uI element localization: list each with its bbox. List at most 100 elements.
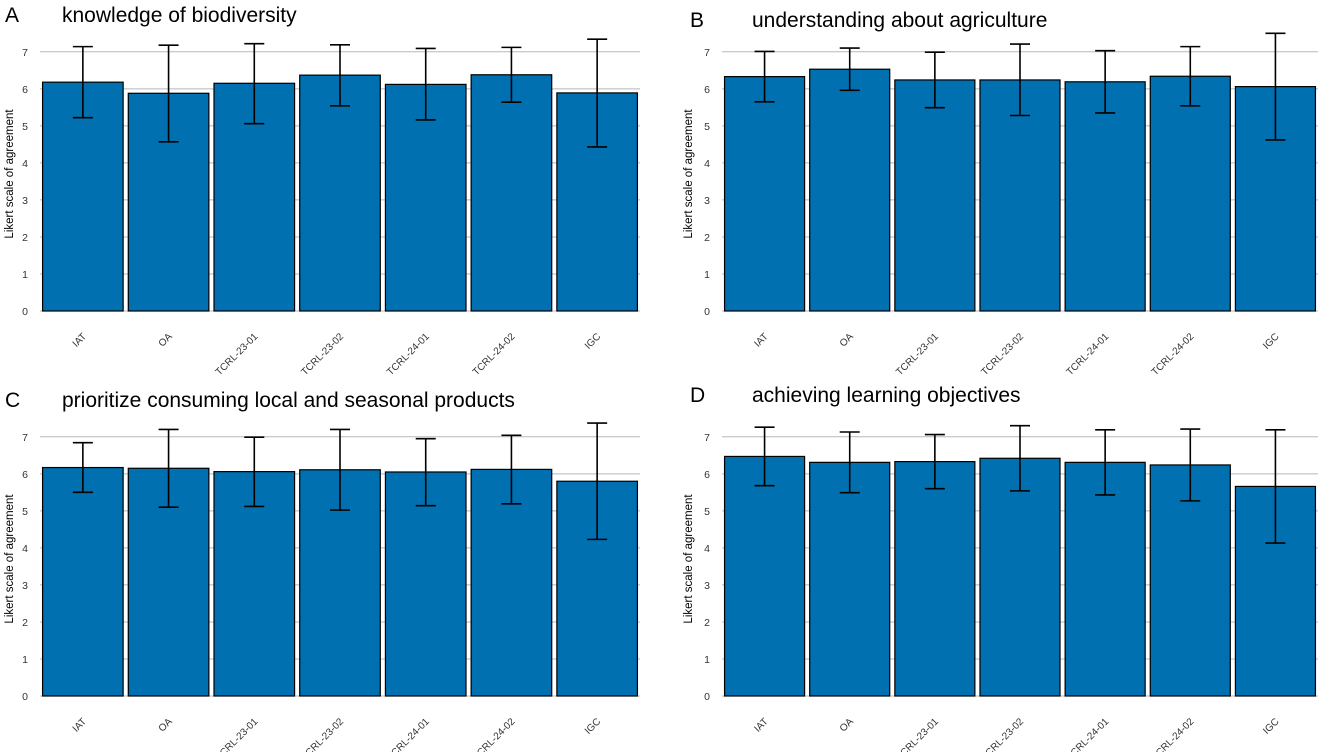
x-tick-label: TCRL-24-02 <box>471 331 518 378</box>
x-tick-label: TCRL-24-02 <box>471 716 518 752</box>
y-tick-label: 1 <box>704 654 710 666</box>
x-tick-label: TCRL-24-02 <box>1150 331 1197 378</box>
error-bar-igc <box>587 422 608 541</box>
bar-iat <box>41 81 124 312</box>
y-tick-label: 5 <box>704 506 710 518</box>
x-tick-label: TCRL-23-02 <box>979 331 1026 378</box>
error-bar-tcrl-23-02 <box>1010 43 1030 117</box>
x-tick-label: IGC <box>1261 331 1281 351</box>
error-bar-tcrl-24-01 <box>415 47 436 121</box>
x-tick-label: IGC <box>1261 716 1281 736</box>
bar-tcrl-24-02 <box>470 74 553 312</box>
error-bar-tcrl-23-01 <box>244 42 265 125</box>
bar-tcrl-23-01 <box>894 79 976 312</box>
error-bar-tcrl-23-01 <box>244 436 265 508</box>
error-bar-tcrl-24-02 <box>1180 45 1201 107</box>
x-tick-label: TCRL-23-02 <box>299 331 346 378</box>
x-tick-label: TCRL-23-01 <box>894 331 941 378</box>
error-bar-iat <box>72 45 93 119</box>
bar-tcrl-23-02 <box>979 457 1061 697</box>
y-tick-label: 3 <box>704 195 710 207</box>
bar-oa <box>809 68 891 312</box>
y-tick-label: 3 <box>704 580 710 592</box>
bar-tcrl-24-02 <box>1149 75 1231 312</box>
panel-title: achieving learning objectives <box>752 384 1021 407</box>
bar-tcrl-23-02 <box>979 79 1061 312</box>
y-axis-label: Likert scale of agreement <box>683 494 695 624</box>
error-bar-tcrl-24-02 <box>501 434 522 505</box>
bar-iat <box>41 466 124 697</box>
x-tick-label: TCRL-23-01 <box>214 716 261 752</box>
bar-tcrl-24-01 <box>384 83 467 312</box>
y-tick-label: 2 <box>22 232 28 244</box>
error-bar-tcrl-24-01 <box>415 437 436 507</box>
panel-title: prioritize consuming local and seasonal … <box>62 389 515 412</box>
x-tick-label: TCRL-23-01 <box>894 716 941 752</box>
y-tick-label: 4 <box>704 543 710 555</box>
x-tick-label: IAT <box>71 331 89 349</box>
y-tick-label: 5 <box>704 121 710 133</box>
bar-oa <box>809 461 891 697</box>
error-bar-tcrl-23-02 <box>330 43 350 107</box>
x-tick-label: IAT <box>752 331 770 349</box>
y-tick-label: 7 <box>22 432 28 444</box>
bar-tcrl-24-01 <box>384 471 467 697</box>
panel-title: knowledge of biodiversity <box>62 4 297 27</box>
x-tick-label: OA <box>838 716 856 734</box>
bar-tcrl-24-01 <box>1064 81 1146 312</box>
panel-letter: D <box>690 384 705 407</box>
panel-title: understanding about agriculture <box>752 9 1047 32</box>
x-tick-label: TCRL-23-02 <box>979 716 1026 752</box>
x-tick-label: OA <box>838 331 856 349</box>
panel-letter: A <box>5 4 19 27</box>
x-tick-label: TCRL-23-02 <box>299 716 346 752</box>
bar-tcrl-23-01 <box>894 461 976 697</box>
error-bar-igc <box>587 38 608 148</box>
y-tick-label: 7 <box>704 47 710 59</box>
y-tick-label: 1 <box>22 654 28 666</box>
y-tick-label: 0 <box>22 691 28 703</box>
y-tick-label: 6 <box>704 84 710 96</box>
x-tick-label: IGC <box>583 716 603 736</box>
y-axis-label: Likert scale of agreement <box>683 109 695 239</box>
y-tick-label: 0 <box>704 306 710 318</box>
error-bar-igc <box>1265 32 1286 141</box>
error-bar-tcrl-24-02 <box>501 46 522 103</box>
x-tick-label: IGC <box>583 331 603 351</box>
x-tick-label: IAT <box>71 716 89 734</box>
y-tick-label: 4 <box>704 158 710 170</box>
error-bar-iat <box>72 441 93 494</box>
x-tick-label: OA <box>157 331 175 349</box>
x-tick-label: TCRL-24-01 <box>1065 716 1112 752</box>
y-axis-label: Likert scale of agreement <box>4 494 16 624</box>
bar-tcrl-23-01 <box>213 471 296 697</box>
error-bar-oa <box>839 47 860 92</box>
bar-iat <box>723 76 806 312</box>
y-tick-label: 4 <box>22 543 28 555</box>
error-bar-tcrl-23-01 <box>924 51 945 109</box>
error-bar-tcrl-24-01 <box>1095 49 1116 114</box>
error-bar-oa <box>158 44 179 143</box>
y-tick-label: 1 <box>22 269 28 281</box>
error-bar-iat <box>754 426 775 487</box>
bar-tcrl-24-01 <box>1064 461 1146 697</box>
panel-letter: B <box>690 9 704 32</box>
x-tick-label: TCRL-24-01 <box>385 331 432 378</box>
x-tick-label: TCRL-24-02 <box>1150 716 1197 752</box>
y-tick-label: 5 <box>22 121 28 133</box>
y-tick-label: 3 <box>22 580 28 592</box>
y-tick-label: 0 <box>704 691 710 703</box>
error-bar-iat <box>754 50 775 103</box>
error-bar-igc <box>1265 428 1286 544</box>
x-tick-label: IAT <box>752 716 770 734</box>
y-tick-label: 5 <box>22 506 28 518</box>
y-tick-label: 2 <box>22 617 28 629</box>
bar-tcrl-23-02 <box>299 74 381 312</box>
y-tick-label: 6 <box>22 84 28 96</box>
y-tick-label: 6 <box>22 469 28 481</box>
y-tick-label: 2 <box>704 232 710 244</box>
